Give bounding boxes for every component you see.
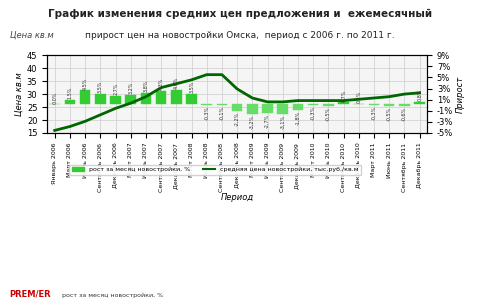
Text: 4,3%: 4,3% — [158, 78, 164, 90]
Text: Цена кв.м: Цена кв.м — [10, 31, 53, 39]
Bar — [414, 102, 425, 104]
Text: 4,6%: 4,6% — [174, 77, 179, 89]
Text: -3,1%: -3,1% — [280, 115, 285, 129]
Bar — [202, 104, 212, 105]
Bar — [141, 93, 151, 104]
Text: -0,5%: -0,5% — [386, 107, 392, 121]
Text: 0,7%: 0,7% — [341, 89, 346, 102]
Text: 3,5%: 3,5% — [189, 80, 194, 93]
X-axis label: Период: Период — [221, 193, 254, 202]
Bar — [399, 104, 409, 106]
Y-axis label: Прирост: Прирост — [456, 76, 465, 113]
Text: -2,7%: -2,7% — [265, 114, 270, 128]
Bar — [110, 96, 121, 104]
Bar — [186, 94, 197, 104]
Text: 3,5%: 3,5% — [98, 80, 103, 93]
Bar — [156, 91, 167, 104]
Bar — [277, 104, 288, 114]
Text: 3,8%: 3,8% — [144, 80, 148, 92]
Text: 0,2%: 0,2% — [356, 91, 361, 103]
Bar — [125, 95, 136, 104]
Legend: рост за месяц новостройки, %, средняя цена новостройки, тыс.руб./кв.м: рост за месяц новостройки, %, средняя це… — [69, 165, 361, 175]
Bar — [247, 104, 258, 114]
Y-axis label: Цена кв.м: Цена кв.м — [15, 72, 24, 116]
Text: 1,5%: 1,5% — [67, 87, 72, 99]
Bar — [323, 104, 334, 106]
Text: 4,5%: 4,5% — [83, 77, 88, 90]
Text: -0,5%: -0,5% — [326, 107, 331, 121]
Text: -0,1%: -0,1% — [219, 106, 225, 120]
Bar — [384, 104, 395, 106]
Bar — [216, 104, 227, 105]
Bar — [171, 90, 181, 104]
Text: График изменения средних цен предложения и  ежемесячный: График изменения средних цен предложения… — [48, 9, 432, 19]
Bar — [338, 102, 349, 104]
Bar — [80, 91, 90, 104]
Text: 2,7%: 2,7% — [113, 83, 118, 95]
Bar — [232, 104, 242, 111]
Text: прирост цен на новостройки Омска,  период с 2006 г. по 2011 г.: прирост цен на новостройки Омска, период… — [85, 31, 395, 39]
Bar — [262, 104, 273, 113]
Text: -0,6%: -0,6% — [402, 107, 407, 121]
Text: -0,3%: -0,3% — [372, 106, 376, 120]
Bar — [308, 104, 318, 105]
Text: -1,8%: -1,8% — [295, 111, 300, 125]
Text: 0,0%: 0,0% — [52, 91, 57, 104]
Text: рост за месяц новостройки, %: рост за месяц новостройки, % — [62, 293, 164, 298]
Text: -0,3%: -0,3% — [204, 106, 209, 120]
Text: -0,3%: -0,3% — [311, 106, 316, 120]
Bar — [95, 94, 106, 104]
Text: 3,2%: 3,2% — [128, 81, 133, 94]
Text: 0,8%: 0,8% — [417, 89, 422, 101]
Text: PREM/ER: PREM/ER — [10, 290, 51, 299]
Bar — [293, 104, 303, 110]
Text: -3,2%: -3,2% — [250, 115, 255, 129]
Text: -2,2%: -2,2% — [235, 112, 240, 126]
Bar — [369, 104, 379, 105]
Bar — [65, 100, 75, 104]
